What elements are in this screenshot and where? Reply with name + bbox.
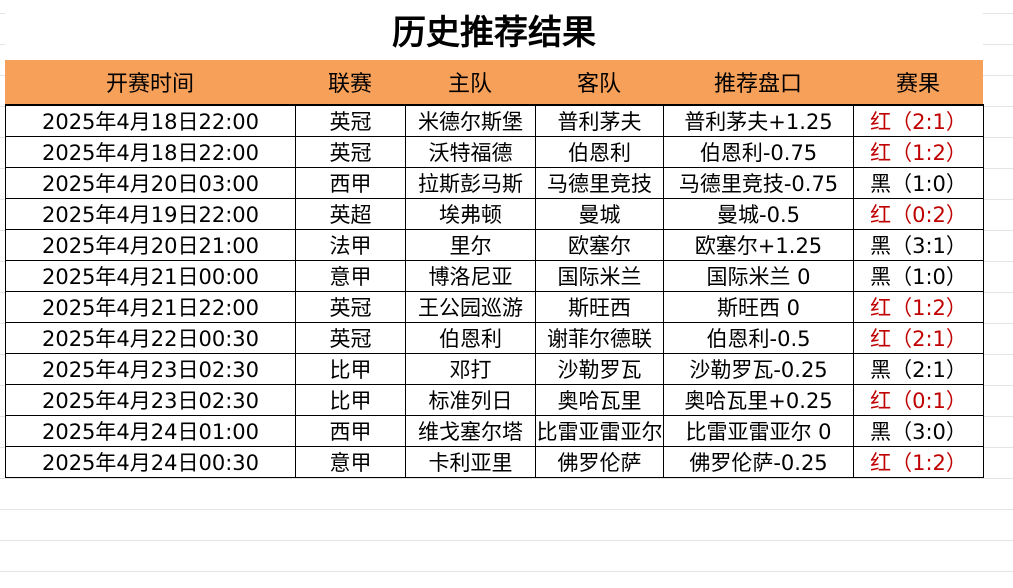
table-cell: 欧塞尔+1.25 — [664, 230, 853, 260]
table-cell: 曼城-0.5 — [664, 199, 853, 229]
title: 历史推荐结果 — [5, 0, 983, 58]
table-cell: 2025年4月19日22:00 — [6, 199, 295, 229]
table-cell: 伯恩利 — [536, 137, 663, 167]
table-cell: 奥哈瓦里 — [536, 385, 663, 415]
table-cell: 欧塞尔 — [536, 230, 663, 260]
table-cell: 英超 — [296, 199, 405, 229]
table-cell: 英冠 — [296, 323, 405, 353]
table-cell: 2025年4月21日22:00 — [6, 292, 295, 322]
grid-line — [5, 415, 983, 416]
table-cell: 2025年4月23日02:30 — [6, 385, 295, 415]
grid-line — [5, 446, 983, 447]
table-cell: 埃弗顿 — [406, 199, 535, 229]
table-cell: 2025年4月22日00:30 — [6, 323, 295, 353]
header-cell: 联赛 — [295, 60, 405, 104]
table-cell: 黑（3:1） — [854, 230, 983, 260]
table-cell: 黑（3:0） — [854, 416, 983, 446]
table-cell: 沙勒罗瓦-0.25 — [664, 354, 853, 384]
table-cell: 佛罗伦萨 — [536, 447, 663, 477]
table-cell: 曼城 — [536, 199, 663, 229]
grid-line — [5, 384, 983, 385]
table-cell: 红（2:1） — [854, 323, 983, 353]
table-cell: 意甲 — [296, 261, 405, 291]
table-cell: 斯旺西 0 — [664, 292, 853, 322]
table-cell: 法甲 — [296, 230, 405, 260]
table-cell: 黑（2:1） — [854, 354, 983, 384]
table-cell: 拉斯彭马斯 — [406, 168, 535, 198]
header-cell: 客队 — [535, 60, 663, 104]
grid-line — [5, 105, 983, 106]
table-cell: 邓打 — [406, 354, 535, 384]
table-cell: 伯恩利-0.75 — [664, 137, 853, 167]
table-cell: 沃特福德 — [406, 137, 535, 167]
table-cell: 米德尔斯堡 — [406, 106, 535, 136]
grid-line — [5, 229, 983, 230]
table-cell: 比甲 — [296, 385, 405, 415]
table-cell: 伯恩利 — [406, 323, 535, 353]
table-cell: 普利茅夫 — [536, 106, 663, 136]
table-cell: 普利茅夫+1.25 — [664, 106, 853, 136]
table-cell: 王公园巡游 — [406, 292, 535, 322]
table-cell: 红（1:2） — [854, 137, 983, 167]
table-cell: 马德里竞技 — [536, 168, 663, 198]
table-cell: 黑（1:0） — [854, 261, 983, 291]
table-cell: 里尔 — [406, 230, 535, 260]
grid-line — [983, 104, 984, 478]
table-cell: 国际米兰 — [536, 261, 663, 291]
table-cell: 博洛尼亚 — [406, 261, 535, 291]
table-cell: 标准列日 — [406, 385, 535, 415]
table-cell: 红（1:2） — [854, 447, 983, 477]
table-cell: 西甲 — [296, 416, 405, 446]
header-cell: 主队 — [405, 60, 535, 104]
table-cell: 维戈塞尔塔 — [406, 416, 535, 446]
table-cell: 佛罗伦萨-0.25 — [664, 447, 853, 477]
table-cell: 西甲 — [296, 168, 405, 198]
grid-line — [5, 291, 983, 292]
grid-line — [5, 353, 983, 354]
grid-line — [5, 167, 983, 168]
table-cell: 马德里竞技-0.75 — [664, 168, 853, 198]
header-cell: 推荐盘口 — [663, 60, 853, 104]
table-cell: 2025年4月18日22:00 — [6, 106, 295, 136]
table-cell: 比雷亚雷亚尔 — [536, 416, 663, 446]
table-cell: 斯旺西 — [536, 292, 663, 322]
table-cell: 2025年4月21日00:00 — [6, 261, 295, 291]
table-cell: 红（0:1） — [854, 385, 983, 415]
table-cell: 2025年4月23日02:30 — [6, 354, 295, 384]
table-cell: 比甲 — [296, 354, 405, 384]
grid-line — [5, 260, 983, 261]
grid-line — [5, 136, 983, 137]
table-cell: 2025年4月18日22:00 — [6, 137, 295, 167]
table-cell: 红（0:2） — [854, 199, 983, 229]
table-cell: 2025年4月20日03:00 — [6, 168, 295, 198]
table-cell: 2025年4月24日00:30 — [6, 447, 295, 477]
grid-line — [5, 104, 983, 105]
table-cell: 红（1:2） — [854, 292, 983, 322]
table-cell: 沙勒罗瓦 — [536, 354, 663, 384]
header-cell: 赛果 — [853, 60, 983, 104]
table-cell: 英冠 — [296, 292, 405, 322]
table-cell: 英冠 — [296, 137, 405, 167]
header-cell: 开赛时间 — [5, 60, 295, 104]
table-cell: 卡利亚里 — [406, 447, 535, 477]
table-cell: 英冠 — [296, 106, 405, 136]
table-cell: 红（2:1） — [854, 106, 983, 136]
table-cell: 伯恩利-0.5 — [664, 323, 853, 353]
table-cell: 黑（1:0） — [854, 168, 983, 198]
grid-line — [5, 322, 983, 323]
grid-line — [5, 198, 983, 199]
grid-line — [5, 477, 983, 478]
table-cell: 2025年4月20日21:00 — [6, 230, 295, 260]
table-cell: 比雷亚雷亚尔 0 — [664, 416, 853, 446]
table-cell: 谢菲尔德联 — [536, 323, 663, 353]
table-cell: 意甲 — [296, 447, 405, 477]
table-cell: 国际米兰 0 — [664, 261, 853, 291]
table-cell: 奥哈瓦里+0.25 — [664, 385, 853, 415]
table-cell: 2025年4月24日01:00 — [6, 416, 295, 446]
